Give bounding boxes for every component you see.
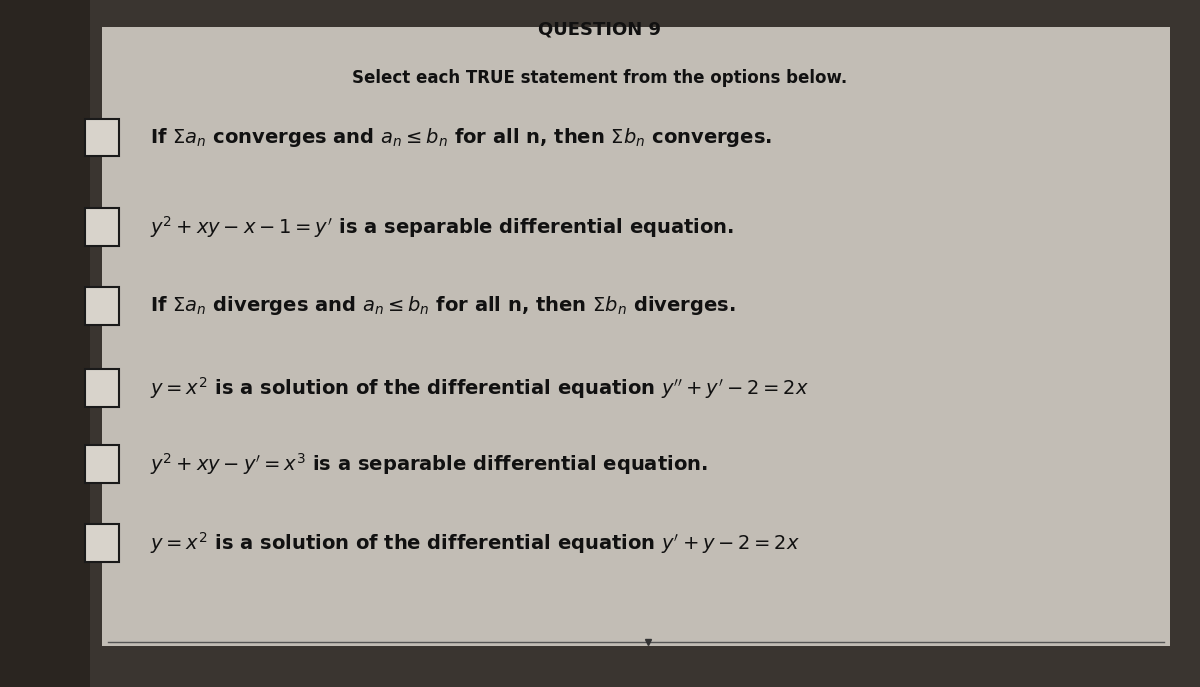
FancyBboxPatch shape xyxy=(0,0,90,687)
Text: Select each TRUE statement from the options below.: Select each TRUE statement from the opti… xyxy=(353,69,847,87)
FancyBboxPatch shape xyxy=(85,370,119,407)
Text: $y=x^2$ is a solution of the differential equation $y''+y'-2=2x$: $y=x^2$ is a solution of the differentia… xyxy=(150,375,809,401)
Text: If $\Sigma a_n$ diverges and $a_n \leq b_n$ for all n, then $\Sigma b_n$ diverge: If $\Sigma a_n$ diverges and $a_n \leq b… xyxy=(150,294,736,317)
Text: $y^2+xy-y'=x^3$ is a separable differential equation.: $y^2+xy-y'=x^3$ is a separable different… xyxy=(150,451,708,477)
Text: QUESTION 9: QUESTION 9 xyxy=(539,21,661,38)
Text: $y^2+xy-x-1=y'$ is a separable differential equation.: $y^2+xy-x-1=y'$ is a separable different… xyxy=(150,214,734,240)
FancyBboxPatch shape xyxy=(85,523,119,562)
Text: $y=x^2$ is a solution of the differential equation $y'+y-2=2x$: $y=x^2$ is a solution of the differentia… xyxy=(150,530,800,556)
FancyBboxPatch shape xyxy=(102,27,1170,646)
Text: If $\Sigma a_n$ converges and $a_n \leq b_n$ for all n, then $\Sigma b_n$ conver: If $\Sigma a_n$ converges and $a_n \leq … xyxy=(150,126,772,149)
FancyBboxPatch shape xyxy=(85,445,119,482)
FancyBboxPatch shape xyxy=(85,207,119,245)
FancyBboxPatch shape xyxy=(85,286,119,324)
FancyBboxPatch shape xyxy=(85,118,119,156)
